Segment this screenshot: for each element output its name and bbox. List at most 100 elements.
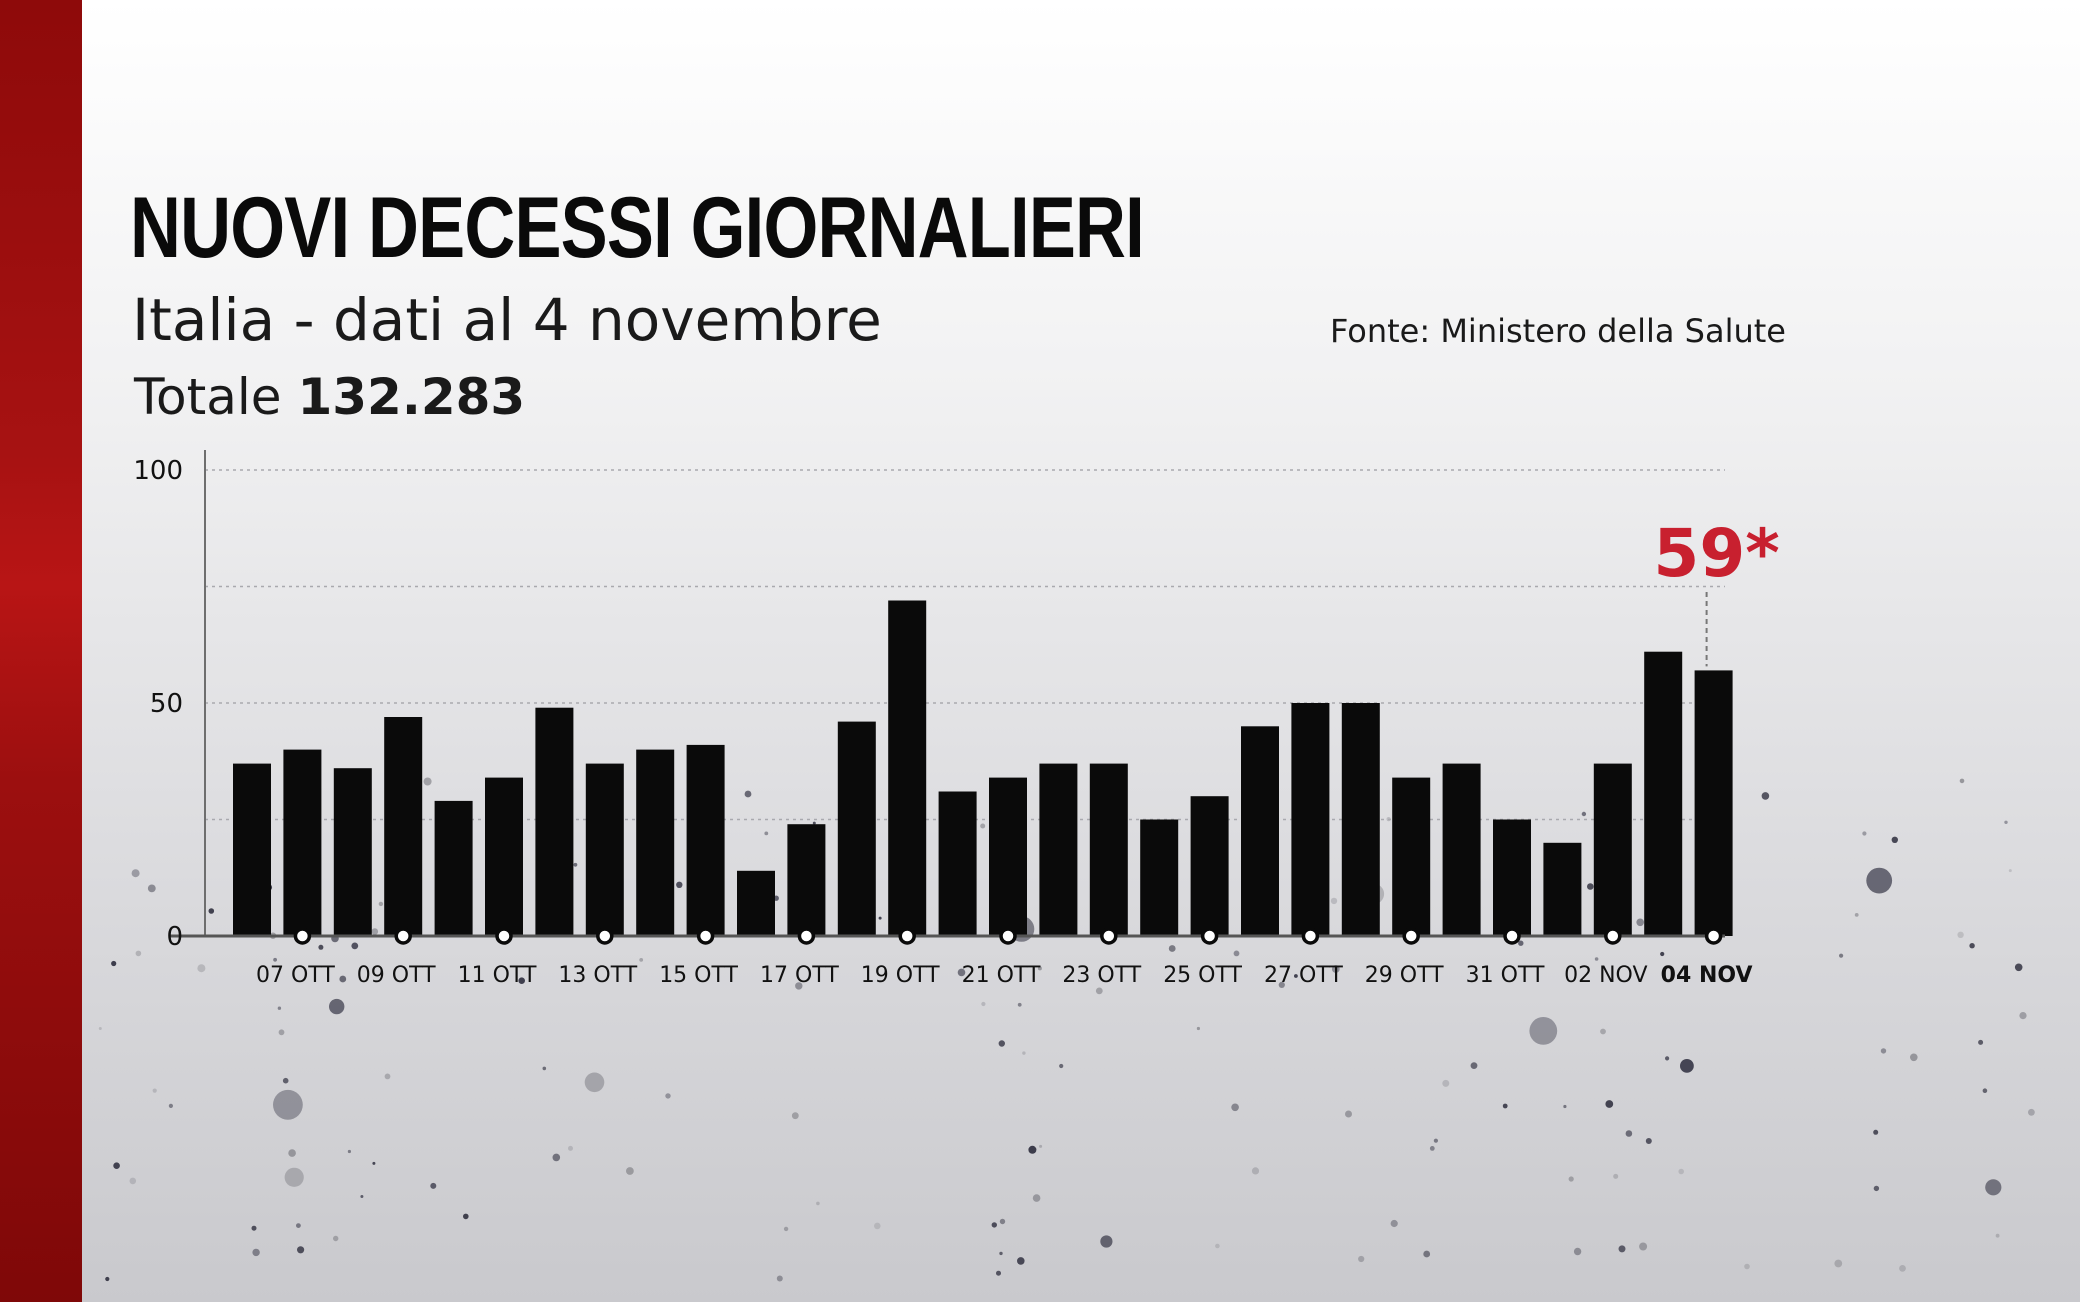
bar-27-ott (1291, 703, 1330, 936)
grid-lines (205, 469, 1725, 821)
background-dot (2004, 820, 2008, 824)
background-dot (384, 1073, 391, 1080)
background-dot (991, 1222, 997, 1228)
x-tick-label: 09 OTT (357, 963, 436, 988)
background-dot (372, 1161, 376, 1165)
background-dot (1873, 1185, 1880, 1192)
background-dot (1995, 1233, 2000, 1238)
background-dot (1518, 940, 1524, 946)
background-dot (463, 1213, 469, 1220)
background-dot (626, 1167, 634, 1175)
x-tick-marker (1301, 927, 1320, 945)
total-label: Totale (134, 368, 282, 426)
background-dot (1744, 1263, 1750, 1270)
background-dot (2014, 963, 2023, 972)
background-dot (1613, 1173, 1619, 1179)
background-dot (2008, 869, 2012, 873)
bar-16-ott (737, 870, 775, 936)
highlight-value-label: 59* (1653, 515, 1779, 592)
background-dot (1017, 1002, 1022, 1007)
x-tick-label: 15 OTT (659, 963, 738, 988)
background-dot (1985, 1179, 2002, 1196)
background-dot (1978, 1039, 1984, 1045)
background-dot (273, 957, 277, 962)
bar-30-ott (1442, 763, 1481, 936)
background-dot (812, 821, 816, 825)
background-dot (1059, 1063, 1064, 1069)
background-dot (665, 1093, 671, 1099)
background-dot (1017, 1257, 1025, 1265)
bar-22-ott (1039, 763, 1078, 936)
background-dot (1982, 1088, 1988, 1093)
background-dot (129, 1177, 137, 1185)
background-dot (1022, 1051, 1026, 1055)
bar-20-ott (938, 791, 977, 936)
background-dot (1423, 1250, 1431, 1258)
bar-28-ott (1341, 703, 1380, 936)
background-dot (981, 1001, 986, 1007)
x-tick-label: 04 NOV (1661, 963, 1753, 988)
x-tick-label: 31 OTT (1466, 963, 1545, 988)
background-dot (278, 1029, 285, 1036)
background-dot (360, 1195, 364, 1198)
background-dot (1625, 1130, 1633, 1137)
bar-26-ott (1241, 726, 1279, 936)
background-dot (1294, 974, 1298, 978)
x-tick-label: 27 OTT (1264, 963, 1343, 988)
background-dot (251, 1225, 257, 1231)
bar-18-ott (837, 721, 876, 936)
background-dot (1028, 1145, 1037, 1154)
background-dot (1581, 811, 1587, 817)
x-tick-label: 07 OTT (256, 963, 335, 988)
background-dot (152, 1088, 157, 1093)
background-dot (791, 1112, 799, 1120)
chart-subtitle: Italia - dati al 4 novembre (132, 286, 882, 354)
background-dot (1854, 913, 1859, 917)
background-dot (284, 1167, 304, 1187)
background-dot (105, 1276, 110, 1282)
chart-title: NUOVI DECESSI GIORNALIERI (130, 180, 1145, 276)
bar-10-ott (434, 800, 473, 936)
background-dot (273, 1089, 303, 1120)
background-dot (552, 1153, 561, 1162)
y-tick-label: 100 (133, 456, 183, 486)
x-tick-marker (797, 927, 816, 945)
bar-17-ott (787, 824, 826, 936)
bar-12-ott (535, 707, 574, 936)
background-dot (1429, 1146, 1435, 1151)
background-dot (371, 928, 379, 935)
bar-06-ott (233, 763, 271, 936)
background-dot (1251, 1167, 1260, 1175)
background-dot (1678, 1168, 1684, 1175)
background-dot (1470, 1062, 1478, 1069)
x-tick-label: 29 OTT (1365, 963, 1444, 988)
background-dot (1231, 1103, 1239, 1112)
background-dot (573, 862, 578, 867)
background-dot (197, 964, 206, 973)
x-tick-label: 21 OTT (962, 963, 1041, 988)
background-dot (282, 1077, 289, 1084)
background-dot (783, 1226, 789, 1232)
background-dot (1215, 1243, 1220, 1249)
x-tick-marker (495, 927, 513, 945)
background-dot (1331, 965, 1340, 973)
background-dot (1959, 778, 1965, 784)
bar-25-ott (1190, 796, 1229, 936)
background-dot (1680, 1059, 1694, 1073)
background-dot (1899, 1265, 1906, 1272)
background-dot (1168, 945, 1176, 952)
side-red-band (0, 0, 82, 1302)
background-dot (998, 1040, 1005, 1047)
background-dot (423, 777, 432, 786)
background-dot (1100, 1235, 1113, 1248)
background-dot (252, 1248, 260, 1257)
background-dot (1660, 951, 1665, 957)
total-line: Totale 132.283 (134, 364, 525, 430)
x-tick-marker (1402, 927, 1420, 945)
bar-24-ott (1140, 819, 1179, 936)
background-dot (1839, 953, 1844, 958)
background-dot (639, 958, 644, 962)
background-dot (333, 1235, 339, 1242)
background-dot (131, 869, 140, 878)
background-dot (1834, 1259, 1843, 1268)
